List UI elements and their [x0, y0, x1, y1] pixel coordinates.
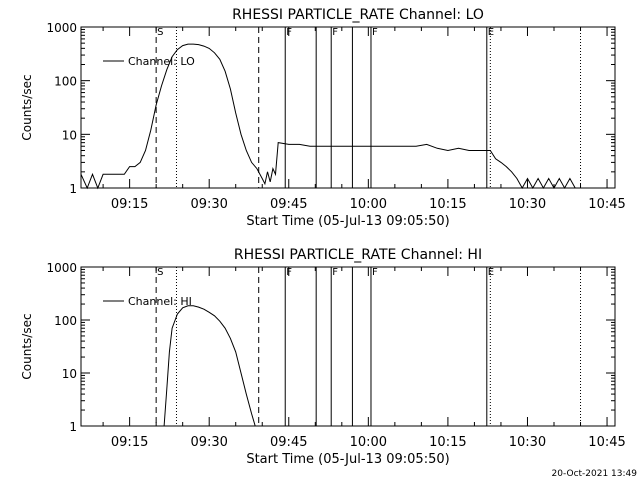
x-tick-label: 10:45: [588, 197, 625, 212]
event-marker-label: F: [372, 267, 378, 278]
event-marker-label: E: [488, 267, 494, 278]
x-tick-label: 09:45: [270, 435, 307, 450]
event-marker-label: S: [157, 267, 163, 278]
series-line-0: [80, 43, 581, 190]
event-marker-label: S: [157, 27, 163, 38]
x-tick-label: 09:45: [270, 197, 307, 212]
y-tick-label: 100: [54, 75, 77, 89]
y-tick-label: 10: [62, 367, 77, 381]
y-tick-label: 1: [69, 182, 77, 196]
x-tick-label: 10:30: [509, 435, 546, 450]
event-marker-label: F: [332, 27, 338, 38]
legend-label: Channel: LO: [128, 55, 195, 68]
x-axis-label: Start Time (05-Jul-13 09:05:50): [246, 214, 449, 229]
x-tick-label: 09:30: [190, 435, 227, 450]
legend-label: Channel: HI: [128, 295, 192, 308]
x-tick-label: 09:15: [111, 197, 148, 212]
x-tick-label: 10:15: [429, 197, 466, 212]
series-line-0: [163, 305, 256, 427]
event-marker-label: F: [372, 27, 378, 38]
x-tick-label: 10:00: [350, 435, 387, 450]
chart-title: RHESSI PARTICLE_RATE Channel: HI: [234, 247, 482, 263]
y-axis-label: Counts/sec: [20, 74, 34, 140]
plot-timestamp: 20-Oct-2021 13:49: [552, 469, 638, 479]
chart-title: RHESSI PARTICLE_RATE Channel: LO: [232, 7, 484, 23]
chart-panel-0: RHESSI PARTICLE_RATE Channel: LO Counts/s…: [20, 7, 626, 229]
event-marker-label: F: [332, 267, 338, 278]
plot-frame: [80, 266, 616, 427]
x-tick-label: 10:30: [509, 197, 546, 212]
event-marker-label: F: [286, 27, 292, 38]
y-tick-label: 100: [54, 314, 77, 328]
chart-panel-1: RHESSI PARTICLE_RATE Channel: HI Counts/s…: [20, 247, 626, 467]
event-marker-label: F: [286, 267, 292, 278]
x-tick-label: 10:45: [588, 435, 625, 450]
x-tick-label: 10:15: [429, 435, 466, 450]
y-axis-label: Counts/sec: [20, 313, 34, 379]
x-tick-label: 10:00: [350, 197, 387, 212]
x-tick-label: 09:15: [111, 435, 148, 450]
y-tick-label: 1000: [46, 21, 77, 35]
event-marker-label: E: [488, 27, 494, 38]
x-axis-label: Start Time (05-Jul-13 09:05:50): [246, 452, 449, 467]
y-tick-label: 1000: [46, 261, 77, 275]
y-tick-label: 10: [62, 128, 77, 142]
plot-frame: [80, 26, 616, 189]
y-tick-label: 1: [69, 420, 77, 434]
x-tick-label: 09:30: [190, 197, 227, 212]
